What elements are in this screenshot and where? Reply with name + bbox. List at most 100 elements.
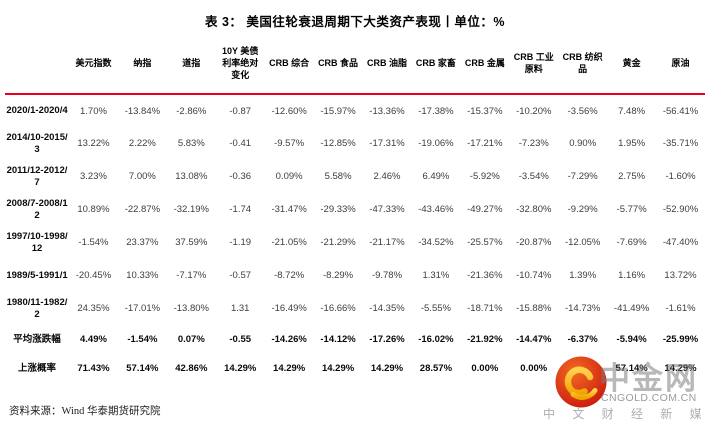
value-cell: -1.61% [665,303,696,314]
value-cell: 1.31% [422,270,450,281]
value-cell: -41.49% [613,303,650,314]
value-cell: -16.49% [271,303,307,314]
value-cell: -12.05% [564,237,601,248]
value-cell: -9.29% [567,204,598,215]
value-cell: -29.33% [320,204,356,215]
value-cell: 23.37% [126,237,159,248]
value-cell: -14.12% [320,334,356,345]
value-cell: -9.78% [371,270,403,281]
row-label: 1980/11-1982/2 [6,297,68,320]
value-cell: -13.80% [173,303,209,314]
value-cell: -9.57% [274,138,305,149]
value-cell: -22.87% [124,204,161,215]
value-cell: -52.90% [662,204,699,215]
value-cell: -5.92% [469,171,500,182]
column-header: CRB 食品 [318,57,359,68]
value-cell: 10.33% [126,270,159,281]
value-cell: -21.36% [467,270,503,281]
row-label: 1989/5-1991/1 [6,269,68,281]
value-cell: -7.69% [616,237,647,248]
value-cell: -15.88% [516,303,552,314]
value-cell: -0.41 [229,138,252,149]
value-cell: -43.46% [418,204,454,215]
table-title: 表 3： 美国往轮衰退周期下大类资产表现丨单位：% [204,15,505,29]
value-cell: 71.43% [77,363,110,374]
value-cell: 0.07% [177,334,205,345]
value-cell: -21.17% [369,237,405,248]
value-cell: -32.80% [516,204,552,215]
value-cell: 2.22% [128,138,156,149]
value-cell: -21.92% [467,334,503,345]
value-cell: 10.89% [77,204,110,215]
value-cell: 2.46% [373,171,401,182]
value-cell: -7.29% [567,171,598,182]
value-cell: 57.14% [615,363,648,374]
value-cell: 28.57% [419,363,453,374]
value-cell: -5.94% [616,334,647,345]
column-header: 原油 [671,57,690,68]
table-row: 2020/1-2020/4 1.70% -13.84% -2.86% -0.87 -12.… [5,94,705,127]
row-label: 2014/10-2015/3 [6,132,68,155]
watermark-brand: 中金网 [599,361,698,396]
value-cell: -21.05% [271,237,307,248]
value-cell: -10.20% [516,105,552,117]
table-row: 1980/11-1982/2 24.35% -17.01% -13.80% 1.31 -1… [5,292,705,325]
column-header: CRB 纺织品 [562,51,603,74]
value-cell: -20.45% [75,270,112,281]
table-header: 美元指数 纳指 道指 10Y 美债利率绝对变化 CRB 综合 CRB 食品 CRB 油脂 CR… [5,33,705,94]
value-cell: -2.86% [176,105,207,117]
column-header: CRB 综合 [269,57,310,68]
value-cell: -13.36% [369,105,405,117]
value-cell: 1.31 [230,303,250,314]
value-cell: 13.72% [664,270,697,281]
data-source: 资料来源：Wind 华泰期货研究院 [9,406,161,417]
value-cell: 7.00% [128,171,156,182]
value-cell: 14.29% [224,363,257,374]
value-cell: 0.00% [471,363,499,374]
column-header: 黄金 [622,57,641,68]
value-cell: 13.22% [77,138,110,149]
header-row: 美元指数 纳指 道指 10Y 美债利率绝对变化 CRB 综合 CRB 食品 CRB 油脂 CR… [5,33,705,94]
value-cell: -15.97% [320,105,356,117]
value-cell: 0.90% [569,138,597,149]
column-header: CRB 家畜 [415,57,456,68]
value-cell: -34.52% [418,237,454,248]
value-cell: -14.47% [516,334,552,345]
value-cell: 3.23% [79,171,107,182]
value-cell: -13.84% [124,105,161,117]
value-cell: -3.54% [518,171,549,182]
value-cell: -5.55% [420,303,451,314]
value-cell: 13.08% [175,171,208,182]
table-row: 1989/5-1991/1 -20.45% 10.33% -7.17% -0.57 -8.… [5,259,705,292]
value-cell: 57.14% [126,363,159,374]
table-row: 平均涨跌幅 4.49% -1.54% 0.07% -0.55 -14.26% -14.12%… [5,325,705,354]
value-cell: -5.77% [616,204,647,215]
cngold-logo-icon [555,356,607,408]
value-cell: -12.85% [320,138,356,149]
value-cell: -21.29% [320,237,356,248]
column-header: 纳指 [133,57,152,68]
row-label: 上涨概率 [17,362,56,374]
row-label: 1997/10-1998/12 [6,231,68,254]
value-cell: -1.54% [78,237,109,248]
value-cell: -14.73% [564,303,601,314]
value-cell: -56.41% [662,105,699,117]
table-row: 1997/10-1998/12 -1.54% 23.37% 37.59% -1.19 -2… [5,226,705,259]
value-cell: 14.29% [321,363,355,374]
value-cell: 14.29% [273,363,306,374]
value-cell: -16.66% [320,303,356,314]
header-corner-cell [5,33,69,94]
column-header: 美元指数 [75,57,112,68]
value-cell: 5.58% [324,171,352,182]
value-cell: 1.95% [618,138,646,149]
value-cell: -8.29% [323,270,354,281]
table-row: 2008/7-2008/12 10.89% -22.87% -32.19% -1.74 -… [5,193,705,226]
value-cell: 24.35% [77,303,110,314]
column-header: 10Y 美债利率绝对变化 [222,45,259,81]
value-cell: 1.16% [618,270,646,281]
value-cell: -14.26% [271,334,307,345]
table-row: 2011/12-2012/7 3.23% 7.00% 13.08% -0.36 0.09%… [5,160,705,193]
value-cell: -25.99% [662,334,699,345]
column-header: CRB 油脂 [366,57,407,68]
